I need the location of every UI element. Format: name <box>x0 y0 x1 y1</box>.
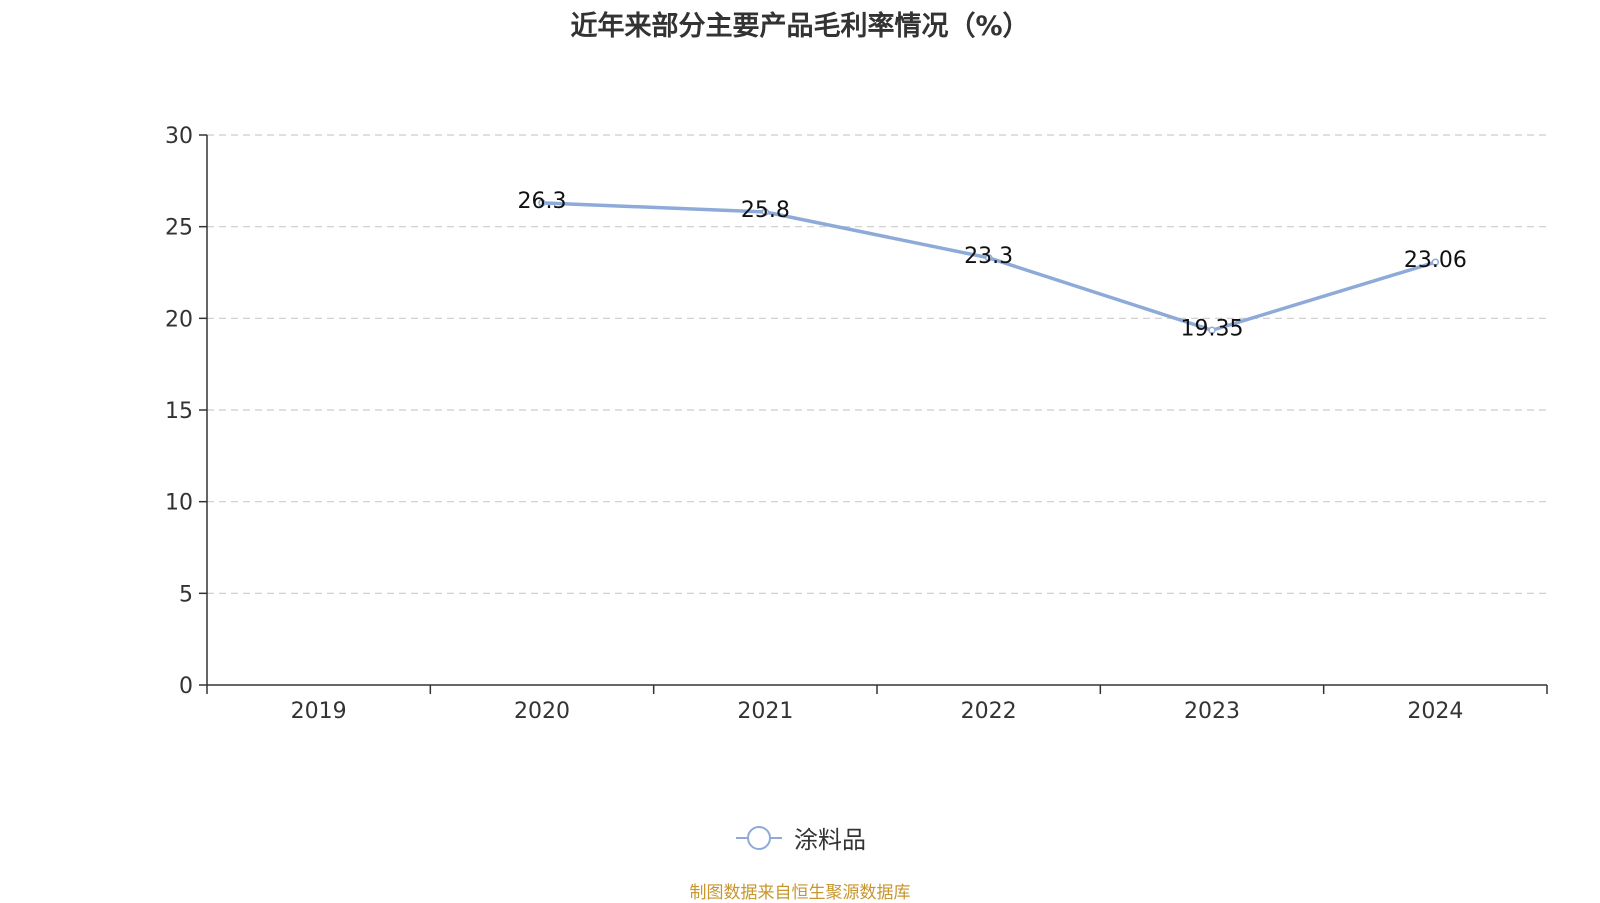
y-tick-label: 5 <box>179 582 193 607</box>
x-tick-label: 2024 <box>1407 699 1463 724</box>
data-point <box>761 208 770 216</box>
y-tick-label: 15 <box>165 399 193 424</box>
y-tick-label: 0 <box>179 674 193 699</box>
x-tick-label: 2023 <box>1184 699 1240 724</box>
data-label: 26.3 <box>518 189 567 214</box>
data-point <box>538 199 546 207</box>
data-label: 19.35 <box>1181 316 1244 341</box>
data-label: 23.3 <box>964 244 1013 269</box>
legend-marker-icon <box>736 825 782 850</box>
x-tick-label: 2021 <box>737 699 793 724</box>
source-note: 制图数据来自恒生聚源数据库 <box>689 883 911 903</box>
legend-label: 涂料品 <box>794 826 866 854</box>
y-tick-label: 30 <box>165 124 193 149</box>
x-tick-label: 2022 <box>961 699 1017 724</box>
data-point <box>984 254 993 262</box>
y-tick-label: 10 <box>165 491 193 516</box>
y-tick-label: 25 <box>165 216 193 241</box>
legend[interactable]: 涂料品 <box>0 820 1600 855</box>
x-tick-label: 2019 <box>291 699 347 724</box>
data-point <box>1431 258 1440 266</box>
x-tick-label: 2020 <box>514 699 570 724</box>
data-label: 25.8 <box>741 198 790 223</box>
data-label: 23.06 <box>1404 248 1467 273</box>
data-point <box>1208 326 1216 334</box>
chart-title: 近年来部分主要产品毛利率情况（%） <box>570 11 1030 42</box>
y-tick-label: 20 <box>165 307 193 332</box>
